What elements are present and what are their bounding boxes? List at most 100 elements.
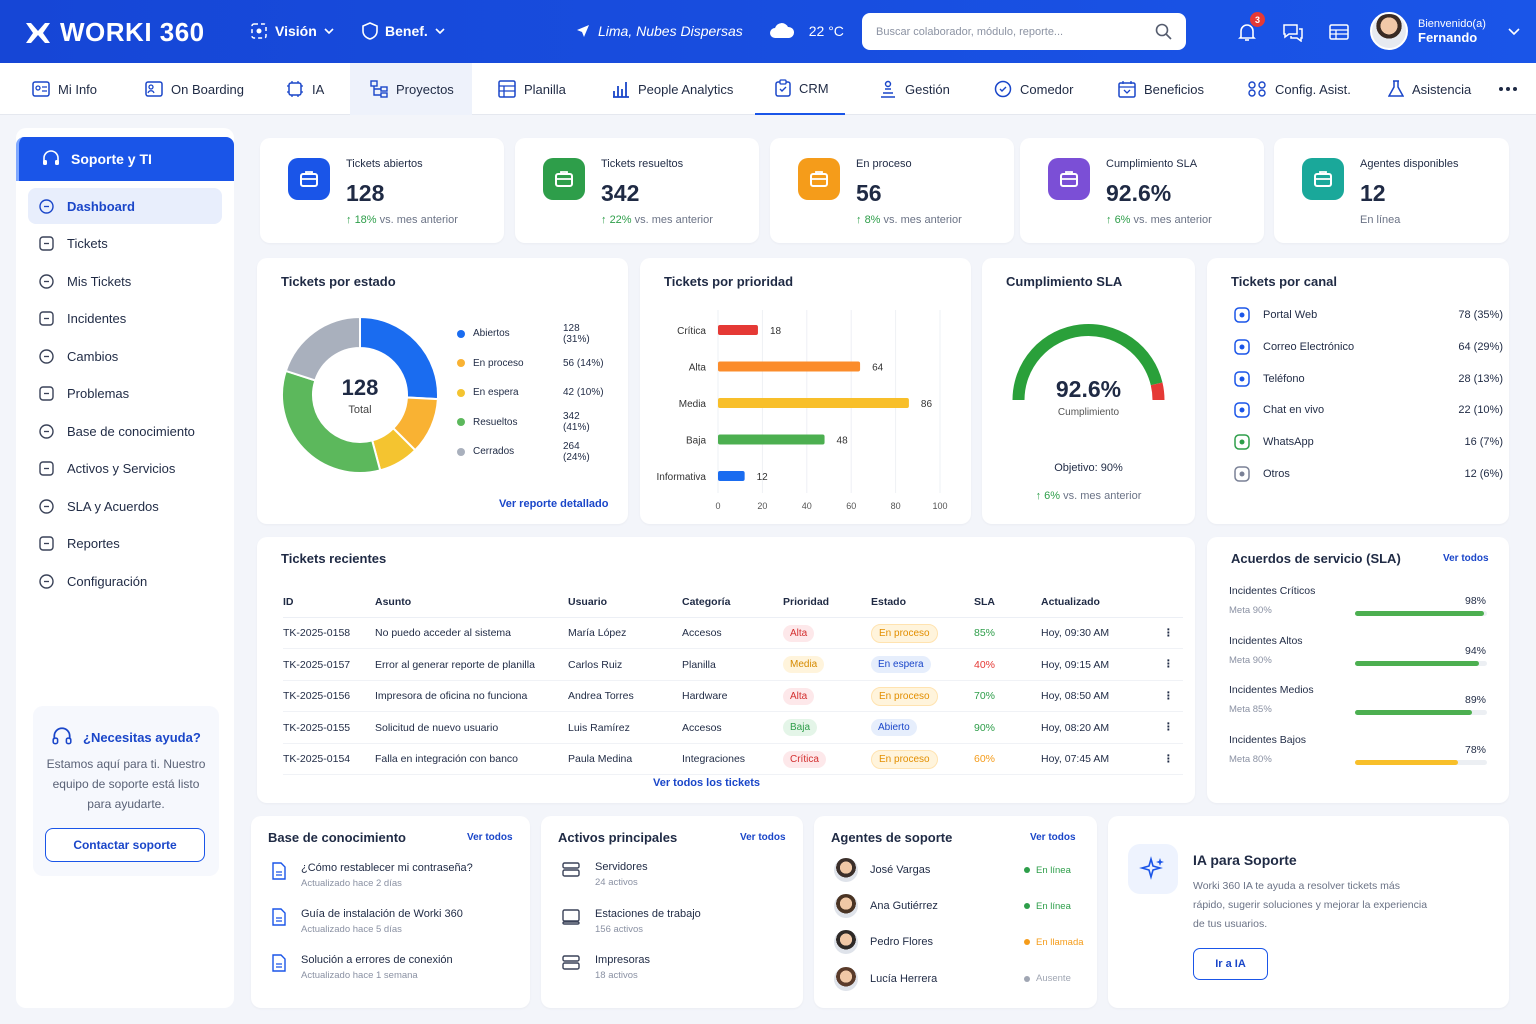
user-menu[interactable]: Bienvenido(a) Fernando (1370, 12, 1520, 50)
column-header[interactable]: Actualizado (1041, 596, 1100, 608)
column-header[interactable]: Asunto (375, 596, 412, 608)
agent-status-text: Ausente (1036, 973, 1071, 985)
benef-menu[interactable]: Benef. (362, 22, 445, 40)
detailed-report-link[interactable]: Ver reporte detallado (499, 498, 609, 510)
column-header[interactable]: SLA (974, 596, 995, 608)
channel-row[interactable]: Teléfono 28 (13%) (1233, 370, 1503, 388)
agents-view-all-link[interactable]: Ver todos (1030, 832, 1076, 843)
calendar-table-button[interactable] (1327, 20, 1351, 44)
more-button[interactable] (1494, 63, 1522, 115)
donut-slice-cerrados[interactable] (284, 315, 361, 382)
sidebar-item-incidentes[interactable]: Incidentes (28, 301, 222, 337)
messages-button[interactable] (1281, 20, 1305, 44)
asset-item[interactable]: Servidores 24 activos (561, 861, 648, 888)
channel-row[interactable]: Otros 12 (6%) (1233, 465, 1503, 483)
sidebar-item-reportes[interactable]: Reportes (28, 526, 222, 562)
vision-menu[interactable]: Visión (250, 22, 334, 40)
legend-item: En proceso 56 (14%) (457, 358, 607, 369)
ticket-id[interactable]: TK-2025-0154 (283, 753, 351, 765)
kb-view-all-link[interactable]: Ver todos (467, 832, 513, 843)
nav-mi-info[interactable]: Mi Info (20, 63, 109, 115)
nav-label: Mi Info (58, 81, 98, 97)
bar-media[interactable] (718, 398, 909, 408)
nav-crm[interactable]: CRM (755, 63, 845, 115)
all-tickets-link[interactable]: Ver todos los tickets (653, 777, 760, 789)
row-menu-icon[interactable]: ⋮ (1163, 752, 1174, 765)
channel-row[interactable]: Chat en vivo 22 (10%) (1233, 401, 1503, 419)
column-header[interactable]: Categoría (682, 596, 731, 608)
search-icon[interactable] (1155, 23, 1172, 40)
sidebar-item-tickets[interactable]: Tickets (28, 226, 222, 262)
row-menu-icon[interactable]: ⋮ (1163, 626, 1174, 639)
ticket-id[interactable]: TK-2025-0158 (283, 627, 351, 639)
sidebar-header[interactable]: Soporte y TI (16, 137, 234, 181)
assets-view-all-link[interactable]: Ver todos (740, 832, 786, 843)
agreements-view-all-link[interactable]: Ver todos (1443, 553, 1489, 564)
kb-article[interactable]: Solución a errores de conexión Actualizad… (271, 954, 453, 981)
nav-asistencia[interactable]: Asistencia (1376, 63, 1483, 115)
donut-slice-resueltos[interactable] (281, 369, 382, 474)
channel-row[interactable]: WhatsApp 16 (7%) (1233, 433, 1503, 451)
kb-article[interactable]: Guía de instalación de Worki 360 Actualiz… (271, 908, 463, 935)
bar-alta[interactable] (718, 361, 861, 372)
agreement-progress-fill (1355, 660, 1480, 666)
column-header[interactable]: ID (283, 596, 294, 608)
table-row[interactable]: TK-2025-0158 No puedo acceder al sistema M… (283, 618, 1183, 649)
row-menu-icon[interactable]: ⋮ (1163, 658, 1174, 670)
nav-ia[interactable]: IA (274, 63, 336, 115)
sidebar-item-configuración[interactable]: Configuración (28, 563, 222, 599)
bar-informativa[interactable] (718, 471, 745, 481)
table-row[interactable]: TK-2025-0155 Solicitud de nuevo usuario Lu… (283, 713, 1183, 744)
column-header[interactable]: Prioridad (783, 596, 830, 608)
ticket-id[interactable]: TK-2025-0157 (283, 658, 351, 671)
agent-row[interactable]: Ana Gutiérrez En línea (834, 894, 1086, 919)
bar-crítica[interactable] (718, 325, 758, 335)
channel-row[interactable]: Portal Web 78 (35%) (1233, 306, 1503, 324)
column-header[interactable]: Estado (871, 596, 907, 608)
search-input[interactable] (876, 25, 1146, 38)
nav-people-analytics[interactable]: People Analytics (600, 63, 745, 115)
sidebar-item-dashboard[interactable]: Dashboard (28, 188, 222, 224)
agent-row[interactable]: José Vargas En línea (834, 858, 1086, 882)
sidebar-item-base-de-conocimiento[interactable]: Base de conocimiento (28, 413, 222, 449)
brand-logo[interactable]: WORKI 360 (24, 17, 205, 48)
sidebar-item-problemas[interactable]: Problemas (28, 376, 222, 412)
table-row[interactable]: TK-2025-0156 Impresora de oficina no func… (283, 681, 1183, 712)
table-row[interactable]: TK-2025-0154 Falla en integración con ban… (283, 744, 1183, 775)
table-icon (1329, 24, 1349, 40)
kpi-card-check: Tickets resueltos 342 ↑ 22% vs. mes anteri… (515, 138, 759, 243)
nav-gestion[interactable]: Gestión (867, 63, 962, 115)
globe-icon (1234, 307, 1250, 323)
nav-config-asist[interactable]: Config. Asist. (1235, 63, 1363, 115)
row-menu-icon[interactable]: ⋮ (1163, 721, 1174, 733)
sparkles-icon (1139, 856, 1164, 880)
channel-row[interactable]: Correo Electrónico 64 (29%) (1233, 338, 1503, 356)
ticket-category: Hardware (682, 690, 728, 702)
notifications-button[interactable]: 3 (1235, 12, 1265, 44)
bar-baja[interactable] (718, 434, 825, 445)
sidebar-item-activos-y-servicios[interactable]: Activos y Servicios (28, 451, 222, 487)
ticket-id[interactable]: TK-2025-0155 (283, 721, 351, 734)
ticket-id[interactable]: TK-2025-0156 (283, 690, 351, 702)
agent-row[interactable]: Lucía Herrera Ausente (834, 966, 1086, 991)
row-menu-icon[interactable]: ⋮ (1163, 689, 1174, 702)
sidebar-item-mis-tickets[interactable]: Mis Tickets (28, 263, 222, 299)
nav-beneficios[interactable]: Beneficios (1106, 63, 1216, 115)
asset-item[interactable]: Estaciones de trabajo 156 activos (561, 908, 701, 935)
asset-item[interactable]: Impresoras 18 activos (561, 954, 650, 981)
agents-title: Agentes de soporte (831, 830, 953, 845)
sidebar-item-sla-y-acuerdos[interactable]: SLA y Acuerdos (28, 488, 222, 524)
kb-article[interactable]: ¿Cómo restablecer mi contraseña? Actualiz… (271, 862, 473, 889)
contact-support-button[interactable]: Contactar soporte (45, 828, 205, 862)
nav-proyectos[interactable]: Proyectos (350, 63, 472, 115)
nav-on-boarding[interactable]: On Boarding (133, 63, 256, 115)
column-header[interactable]: Usuario (568, 596, 608, 608)
nav-comedor[interactable]: Comedor (982, 63, 1085, 115)
sidebar-item-cambios[interactable]: Cambios (28, 338, 222, 374)
agent-row[interactable]: Pedro Flores En llamada (834, 930, 1086, 955)
nav-planilla[interactable]: Planilla (486, 63, 578, 115)
table-row[interactable]: TK-2025-0157 Error al generar reporte de … (283, 650, 1183, 681)
shield-icon (362, 22, 378, 40)
ticket-user: Andrea Torres (568, 690, 634, 702)
go-to-ai-button[interactable]: Ir a IA (1193, 948, 1268, 980)
